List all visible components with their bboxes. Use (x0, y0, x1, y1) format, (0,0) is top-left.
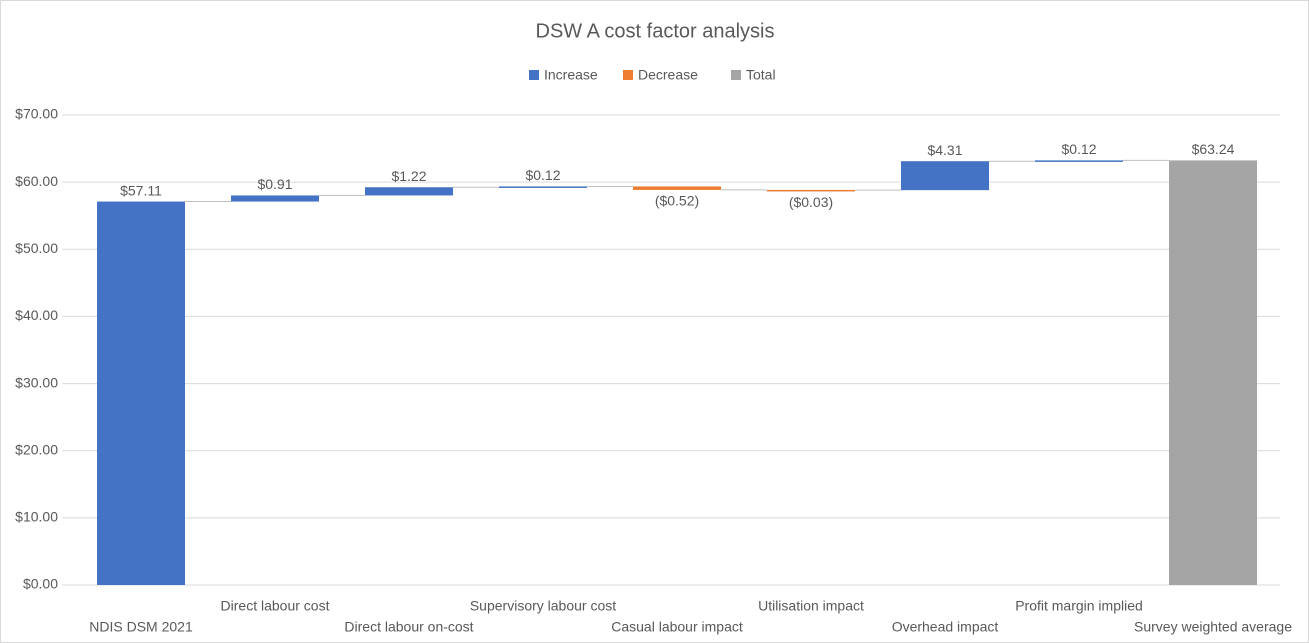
x-tick-label: Profit margin implied (1015, 598, 1143, 614)
x-tick-label: NDIS DSM 2021 (89, 619, 193, 635)
bar (499, 186, 587, 188)
legend-swatch (731, 70, 741, 80)
bar (231, 195, 319, 202)
bar (633, 186, 721, 190)
value-label: $1.22 (391, 168, 426, 184)
value-label: $0.12 (1061, 141, 1096, 157)
y-tick-label: $50.00 (15, 240, 58, 256)
value-label: $4.31 (927, 142, 962, 158)
bar (97, 201, 185, 585)
y-tick-label: $0.00 (23, 576, 58, 592)
x-tick-label: Direct labour on-cost (344, 619, 473, 635)
legend-swatch (623, 70, 633, 80)
x-tick-label: Survey weighted average (1134, 619, 1292, 635)
chart-title: DSW A cost factor analysis (536, 20, 775, 42)
bar (1035, 160, 1123, 162)
bar (1169, 160, 1257, 586)
value-label: $0.12 (525, 167, 560, 183)
legend-swatch (529, 70, 539, 80)
y-tick-label: $20.00 (15, 441, 58, 457)
x-tick-label: Casual labour impact (611, 619, 743, 635)
legend-label: Decrease (638, 67, 698, 83)
value-label: $57.11 (120, 182, 162, 198)
legend-label: Total (746, 67, 776, 83)
bar (767, 189, 855, 192)
bar (901, 161, 989, 191)
value-label: ($0.52) (655, 193, 699, 209)
x-tick-label: Utilisation impact (758, 598, 864, 614)
value-label: $0.91 (257, 176, 292, 192)
bar (365, 187, 453, 196)
y-tick-label: $60.00 (15, 173, 58, 189)
y-tick-label: $40.00 (15, 307, 58, 323)
y-tick-label: $10.00 (15, 509, 58, 525)
value-label: $63.24 (1192, 141, 1235, 157)
x-tick-label: Direct labour cost (221, 598, 330, 614)
x-tick-label: Overhead impact (892, 619, 999, 635)
y-tick-label: $70.00 (15, 106, 58, 122)
legend-label: Increase (544, 67, 598, 83)
x-tick-label: Supervisory labour cost (470, 598, 616, 614)
y-tick-label: $30.00 (15, 374, 58, 390)
value-label: ($0.03) (789, 194, 833, 210)
